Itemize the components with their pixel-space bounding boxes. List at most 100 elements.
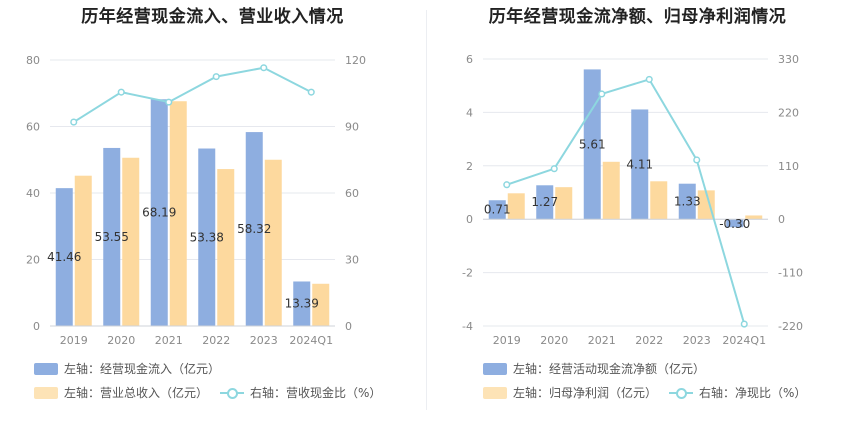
y-right-tick-label: 110 [778, 160, 799, 173]
bar-series-2 [507, 193, 525, 220]
bar-series-2 [312, 283, 330, 326]
y-right-tick-label: 60 [345, 187, 359, 200]
y-left-tick-label: 60 [26, 121, 40, 134]
line-point [260, 64, 268, 72]
legend-item-netprofit[interactable]: 左轴：归母净利润（亿元） [483, 384, 657, 401]
line-point [645, 75, 653, 83]
y-right-tick-label: 120 [345, 54, 366, 67]
y-left-tick-label: 40 [26, 187, 40, 200]
data-label: 41.46 [47, 250, 81, 264]
x-tick-label: 2020 [540, 334, 568, 347]
legend-swatch [34, 362, 58, 375]
y-left-tick-label: 2 [466, 160, 473, 173]
chart-title: 历年经营现金流净额、归母净利润情况 [488, 7, 787, 27]
bar-series-1 [678, 183, 696, 220]
y-left-tick-label: -4 [462, 320, 473, 333]
x-tick-label: 2022 [202, 334, 230, 347]
y-right-tick-label: 220 [778, 106, 799, 119]
line-point [740, 320, 748, 328]
bar-series-1 [726, 219, 744, 228]
bar-series-2 [555, 187, 573, 220]
data-label: 0.71 [484, 203, 511, 217]
data-label: 68.19 [142, 206, 176, 220]
bar-series-2 [650, 181, 668, 220]
y-right-tick-label: 30 [345, 254, 359, 267]
y-right-tick-label: 90 [345, 121, 359, 134]
x-tick-label: 2023 [683, 334, 711, 347]
bar-series-1 [103, 147, 121, 326]
y-right-tick-label: -110 [778, 267, 803, 280]
bar-series-1 [536, 185, 554, 220]
legend-item-netcash[interactable]: 左轴：经营活动现金流净额（亿元） [483, 360, 705, 377]
line-series [73, 66, 312, 123]
chart-panel-net-cash: 历年经营现金流净额、归母净利润情况 -4 -2 0 2 4 6 -220 -110 0 110 22… [425, 0, 850, 437]
x-tick-label: 2022 [635, 334, 663, 347]
y-left-tick-label: 0 [466, 213, 473, 226]
bar-series-1 [583, 69, 601, 220]
y-left-tick-label: 20 [26, 254, 40, 267]
x-tick-label: 2023 [250, 334, 278, 347]
x-tick-label: 2019 [493, 334, 521, 347]
bar-series-1 [293, 281, 311, 326]
bar-series-1 [150, 99, 168, 326]
x-tick-label: 2024Q1 [289, 334, 333, 347]
data-label: -0.30 [719, 217, 750, 231]
data-label: 53.38 [190, 230, 224, 244]
legend-label: 左轴：经营活动现金流净额（亿元） [513, 362, 706, 376]
legend-label: 左轴：经营现金流入（亿元） [64, 362, 221, 376]
bar-series-2 [74, 175, 92, 326]
bar-series-2 [122, 157, 140, 326]
y-left-tick-label: -2 [462, 267, 473, 280]
x-tick-label: 2021 [588, 334, 616, 347]
bar-series-2 [602, 161, 620, 220]
line-point [212, 73, 220, 81]
y-left-tick-label: 6 [466, 53, 473, 66]
line-point [598, 90, 606, 98]
line-point [693, 156, 701, 164]
bar-series-1 [198, 148, 216, 326]
bar-series-1 [488, 200, 506, 220]
line-point [550, 165, 558, 173]
line-point [117, 88, 125, 96]
y-right-tick-label: 330 [778, 53, 799, 66]
bar-series-2 [169, 101, 187, 326]
line-point [70, 118, 78, 126]
line-point [165, 98, 173, 106]
x-tick-label: 2019 [60, 334, 88, 347]
y-left-tick-label: 80 [26, 54, 40, 67]
line-point [307, 88, 315, 96]
legend-item-ratio[interactable]: 右轴：营收现金比（%） [220, 384, 381, 401]
legend-label: 左轴：营业总收入（亿元） [64, 386, 209, 400]
legend-swatch [483, 362, 507, 375]
x-tick-label: 2021 [155, 334, 183, 347]
line-series [506, 78, 746, 325]
bar-series-2 [697, 190, 715, 220]
data-label: 58.32 [237, 222, 271, 236]
legend-label: 右轴：营收现金比（%） [250, 386, 382, 400]
data-label: 1.33 [674, 194, 701, 208]
bar-series-2 [217, 169, 235, 326]
x-tick-label: 2020 [107, 334, 135, 347]
legend-label: 左轴：归母净利润（亿元） [513, 386, 658, 400]
data-label: 5.61 [579, 137, 606, 151]
legend-item-inflow[interactable]: 左轴：经营现金流入（亿元） [34, 360, 220, 377]
chart-plot: 0 20 40 60 80 0 30 60 90 120 2019 2020 2021 2022 2023 2… [26, 54, 366, 347]
data-label: 53.55 [95, 230, 129, 244]
legend-item-netratio[interactable]: 右轴：净现比（%） [669, 384, 806, 401]
data-label: 13.39 [285, 297, 319, 311]
legend-item-revenue[interactable]: 左轴：营业总收入（亿元） [34, 384, 208, 401]
legend-line-icon [220, 387, 244, 399]
bar-series-2 [264, 159, 282, 326]
line-point [503, 181, 511, 189]
data-label: 4.11 [626, 157, 653, 171]
chart-title: 历年经营现金流入、营业收入情况 [81, 7, 344, 27]
bar-series-1 [55, 188, 73, 326]
bar-series-1 [245, 132, 263, 326]
y-right-tick-label: 0 [778, 213, 785, 226]
legend-line-icon [669, 387, 693, 399]
x-tick-label: 2024Q1 [722, 334, 766, 347]
y-left-tick-label: 0 [33, 320, 40, 333]
data-label: 1.27 [531, 195, 558, 209]
bar-series-1 [631, 109, 649, 220]
